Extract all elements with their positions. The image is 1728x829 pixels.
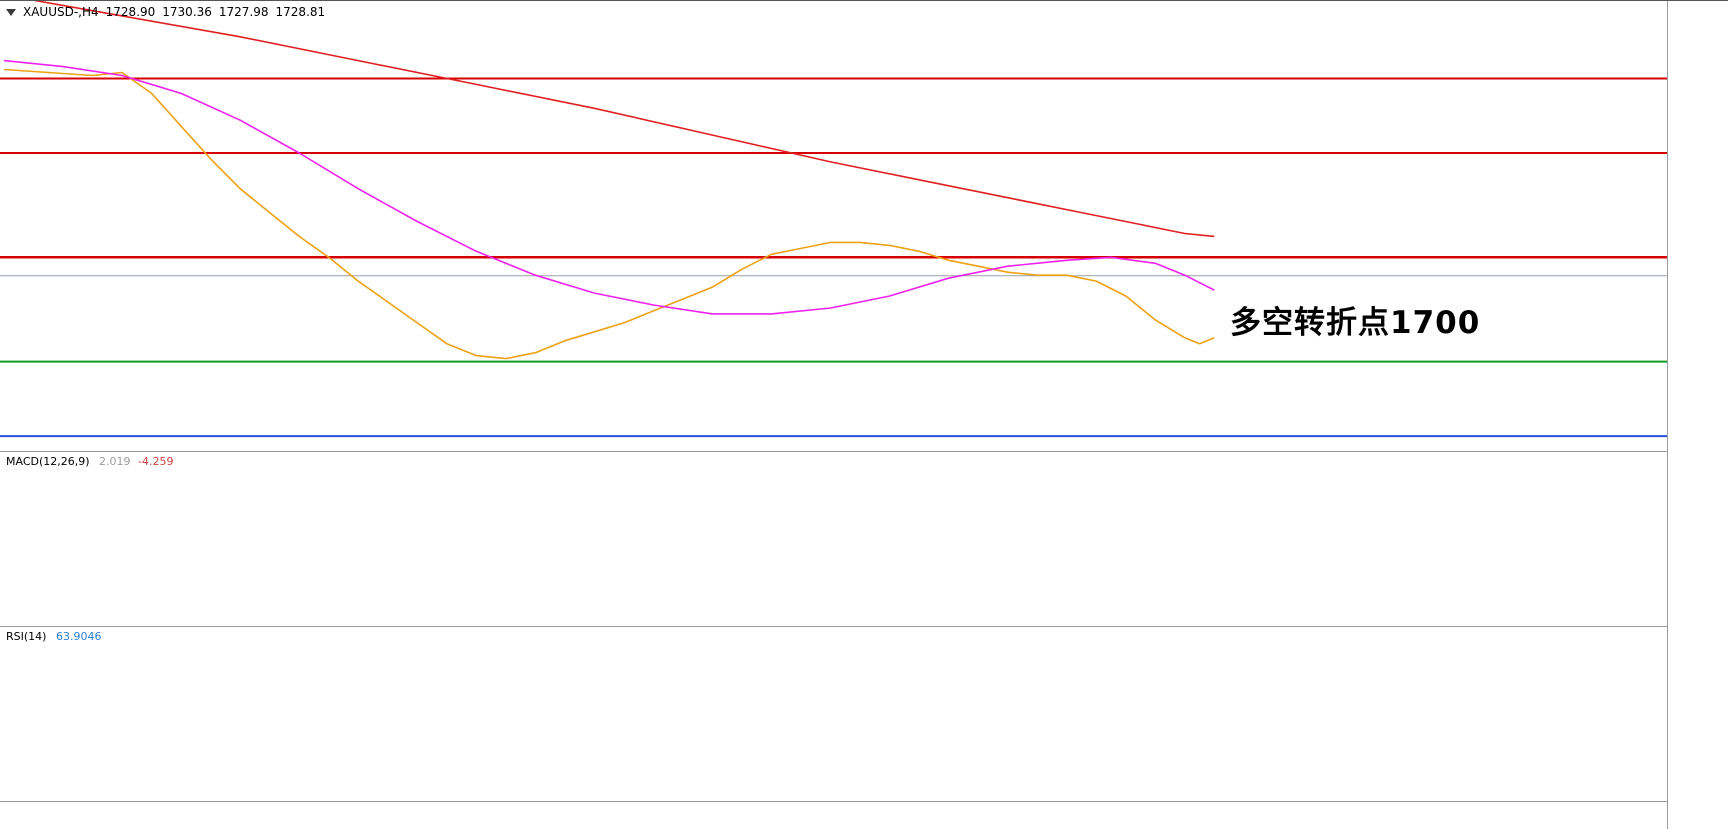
- macd-value-signal: -4.259: [138, 455, 174, 468]
- rsi-value: 63.9046: [55, 630, 102, 643]
- main-chart-plot[interactable]: [0, 1, 1667, 451]
- symbol-timeframe: XAUUSD-,H4: [23, 5, 99, 19]
- annotation-text[interactable]: 多空转折点1700: [1230, 305, 1481, 341]
- ma-mid-magenta-line[interactable]: [3, 59, 1215, 315]
- ohlc-low: 1727.98: [218, 5, 269, 19]
- macd-label: MACD(12,26,9) 2.019 -4.259: [6, 455, 174, 468]
- macd-panel: MACD(12,26,9) 2.019 -4.259: [0, 452, 1667, 626]
- ohlc-close: 1728.81: [275, 5, 326, 19]
- chart-ohlc-info: XAUUSD-,H4 1728.90 1730.36 1727.98 1728.…: [6, 5, 325, 19]
- ma-fast-orange-line[interactable]: [3, 68, 1215, 360]
- panel-separator[interactable]: [0, 801, 1728, 802]
- ohlc-high: 1730.36: [162, 5, 212, 19]
- time-axis[interactable]: [0, 802, 1728, 829]
- macd-value-main: 2.019: [99, 455, 131, 468]
- horizontal-level-lines[interactable]: [0, 77, 1667, 438]
- ohlc-open: 1728.90: [105, 5, 156, 19]
- main-chart-panel: XAUUSD-,H4 1728.90 1730.36 1727.98 1728.…: [0, 1, 1667, 451]
- rsi-panel: RSI(14) 63.9046: [0, 627, 1667, 801]
- macd-name: MACD(12,26,9): [6, 455, 90, 468]
- rsi-name: RSI(14): [6, 630, 47, 643]
- panel-separator[interactable]: [0, 626, 1728, 627]
- axis-separator: [1667, 1, 1668, 829]
- price-axis[interactable]: [1668, 1, 1728, 829]
- ma-slow-red-line[interactable]: [4, 1, 1215, 238]
- macd-plot[interactable]: [0, 452, 1667, 626]
- rsi-label: RSI(14) 63.9046: [6, 630, 101, 643]
- dropdown-triangle-icon[interactable]: [6, 8, 16, 16]
- rsi-plot[interactable]: [0, 627, 1667, 801]
- panel-separator[interactable]: [0, 451, 1728, 452]
